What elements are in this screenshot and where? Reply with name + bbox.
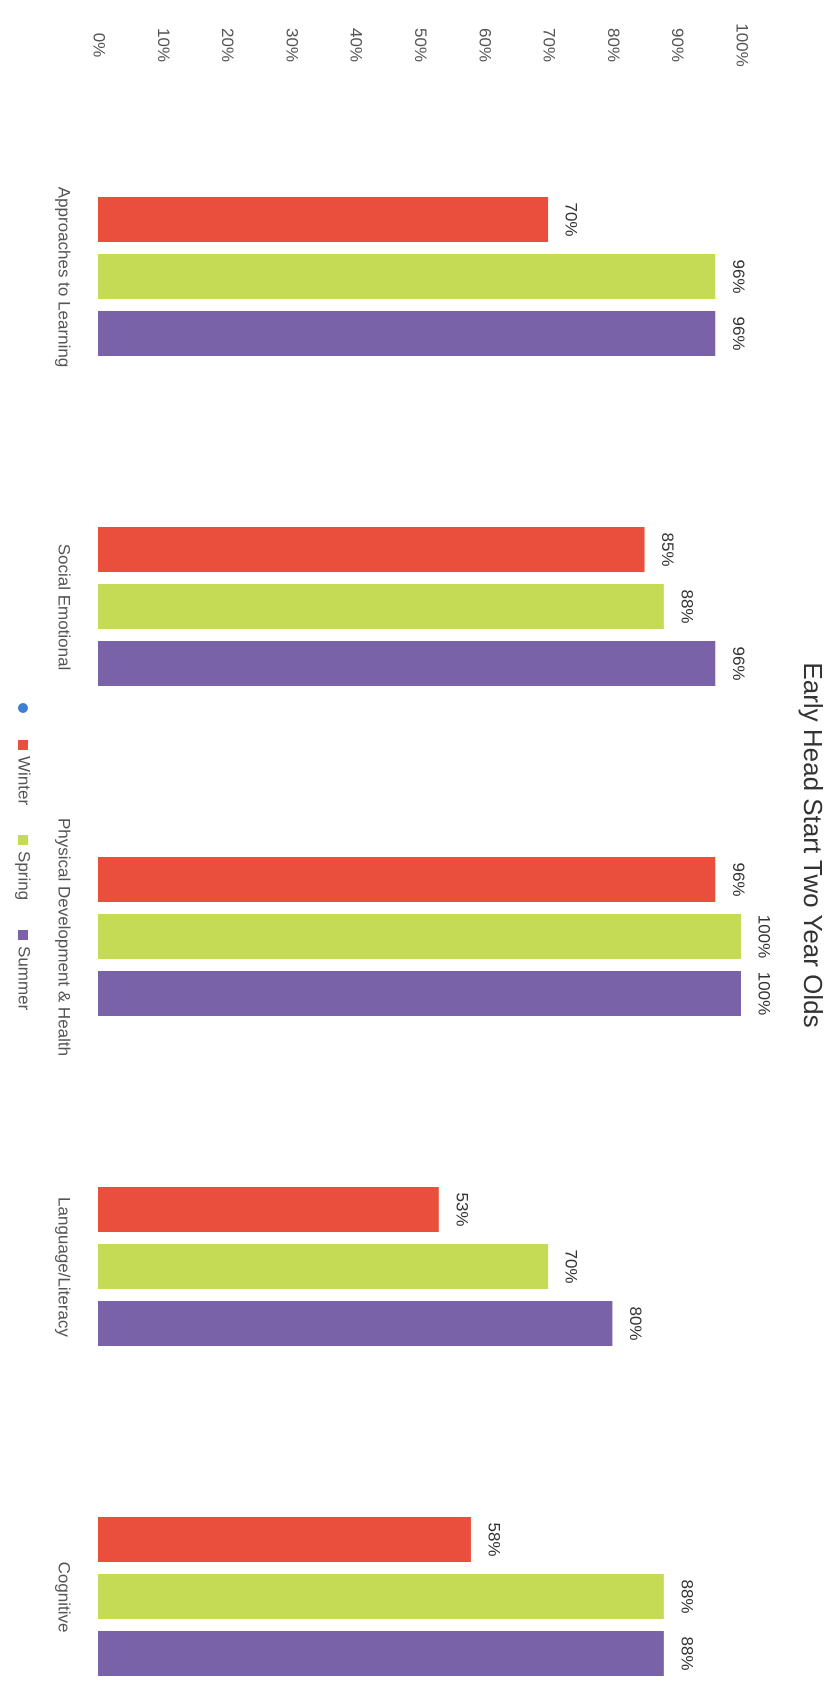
data-label: 100% bbox=[755, 915, 774, 958]
category-label: Social Emotional bbox=[55, 544, 74, 671]
y-tick-label: 0% bbox=[90, 33, 109, 58]
category-label: Approaches to Learning bbox=[55, 187, 74, 368]
bar-spring bbox=[97, 1574, 664, 1619]
y-tick-label: 20% bbox=[218, 28, 237, 62]
chart-rotated-group: Early Head Start Two Year Olds 0% 10% 20% 30… bbox=[15, 23, 828, 1676]
bar-spring bbox=[98, 1244, 549, 1289]
legend-label: Winter bbox=[15, 756, 34, 805]
bar-winter bbox=[98, 197, 549, 242]
y-tick-label: 10% bbox=[154, 28, 173, 62]
bar-winter bbox=[98, 527, 645, 572]
legend-swatch-winter bbox=[18, 740, 28, 750]
bar-summer bbox=[97, 1301, 613, 1346]
y-tick-label: 40% bbox=[347, 28, 366, 62]
bar-summer bbox=[97, 641, 716, 686]
bar-spring bbox=[97, 254, 716, 299]
data-label: 58% bbox=[484, 1522, 503, 1556]
bar-summer bbox=[97, 1631, 664, 1676]
data-label: 96% bbox=[729, 316, 748, 350]
data-label: 96% bbox=[729, 862, 748, 896]
bar-spring bbox=[97, 584, 664, 629]
legend-extra-marker bbox=[18, 703, 28, 713]
category-label: Language/Literacy bbox=[55, 1197, 74, 1337]
data-label: 88% bbox=[677, 1636, 696, 1670]
data-label: 80% bbox=[626, 1306, 645, 1340]
bar-winter bbox=[98, 1517, 471, 1562]
legend-label: Spring bbox=[15, 851, 34, 900]
y-tick-label: 50% bbox=[411, 28, 430, 62]
y-tick-label: 90% bbox=[668, 28, 687, 62]
data-label: 53% bbox=[452, 1192, 471, 1226]
y-tick-label: 60% bbox=[475, 28, 494, 62]
y-tick-label: 100% bbox=[733, 23, 752, 66]
bar-winter bbox=[98, 1187, 439, 1232]
data-label: 100% bbox=[755, 972, 774, 1015]
data-label: 88% bbox=[677, 1579, 696, 1613]
chart-title: Early Head Start Two Year Olds bbox=[798, 662, 828, 1027]
y-tick-label: 30% bbox=[282, 28, 301, 62]
bar-spring bbox=[98, 914, 741, 959]
data-label: 88% bbox=[677, 589, 696, 623]
data-label: 70% bbox=[562, 202, 581, 236]
bar-winter bbox=[97, 857, 716, 902]
category-label: Cognitive bbox=[55, 1562, 74, 1633]
y-tick-label: 80% bbox=[604, 28, 623, 62]
data-label: 85% bbox=[658, 532, 677, 566]
legend-swatch-summer bbox=[18, 930, 28, 940]
data-label: 70% bbox=[562, 1249, 581, 1283]
bar-summer bbox=[97, 311, 716, 356]
legend-label: Summer bbox=[15, 946, 34, 1011]
bar-summer bbox=[98, 971, 741, 1016]
data-label: 96% bbox=[729, 259, 748, 293]
legend-swatch-spring bbox=[18, 835, 28, 845]
category-label: Physical Development & Health bbox=[55, 818, 74, 1056]
data-label: 96% bbox=[729, 646, 748, 680]
y-tick-label: 70% bbox=[540, 28, 559, 62]
